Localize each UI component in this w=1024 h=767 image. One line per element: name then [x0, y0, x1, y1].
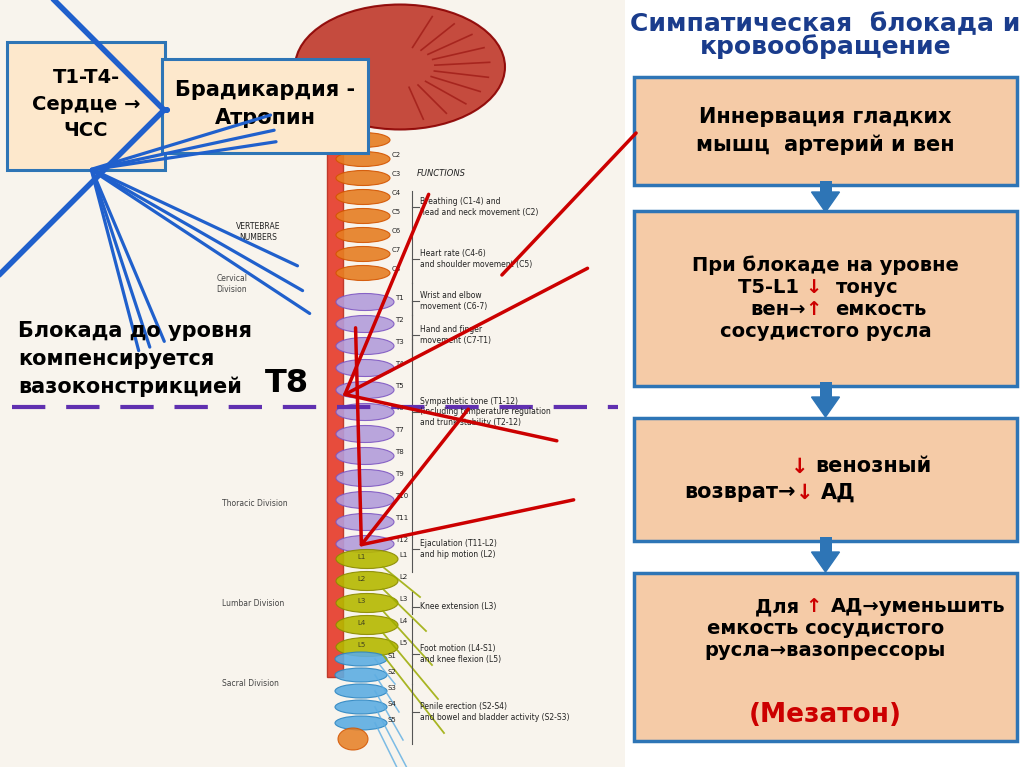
Text: Breathing (C1-4) and
head and neck movement (C2): Breathing (C1-4) and head and neck movem…: [420, 197, 539, 217]
Text: T11: T11: [395, 515, 409, 521]
Text: Ejaculation (T11-L2)
and hip motion (L2): Ejaculation (T11-L2) and hip motion (L2): [420, 539, 497, 558]
Text: емкость: емкость: [836, 300, 927, 319]
Ellipse shape: [336, 381, 394, 399]
Ellipse shape: [336, 513, 394, 531]
Text: L4: L4: [357, 620, 366, 626]
Ellipse shape: [336, 294, 394, 311]
Ellipse shape: [336, 265, 390, 281]
Text: T9: T9: [395, 471, 403, 477]
FancyBboxPatch shape: [0, 0, 625, 767]
Text: Блокада до уровня
компенсируется
вазоконстрикцией: Блокада до уровня компенсируется вазокон…: [18, 321, 252, 397]
Text: ↑: ↑: [806, 300, 822, 319]
Text: Foot motion (L4-S1)
and knee flexion (L5): Foot motion (L4-S1) and knee flexion (L5…: [420, 644, 501, 663]
Text: L3: L3: [357, 598, 366, 604]
Text: Cervical
Division: Cervical Division: [216, 275, 248, 294]
Text: T8: T8: [265, 368, 309, 400]
Text: Sympathetic tone (T1-12)
(including temperature regulation
and trunk stability (: Sympathetic tone (T1-12) (including temp…: [420, 397, 551, 427]
Text: T2: T2: [395, 317, 403, 323]
FancyBboxPatch shape: [634, 77, 1017, 185]
Text: возврат→: возврат→: [684, 482, 796, 502]
FancyBboxPatch shape: [7, 42, 165, 170]
Text: T7: T7: [395, 427, 403, 433]
Ellipse shape: [336, 337, 394, 354]
Ellipse shape: [336, 492, 394, 509]
Text: C4: C4: [392, 190, 401, 196]
Ellipse shape: [335, 716, 387, 730]
Bar: [819, 537, 831, 552]
Text: T5: T5: [395, 383, 403, 389]
Ellipse shape: [336, 469, 394, 486]
Bar: [819, 382, 831, 397]
Text: Heart rate (C4-6)
and shoulder movement (C5): Heart rate (C4-6) and shoulder movement …: [420, 249, 532, 268]
Bar: [327, 122, 343, 677]
Text: S4: S4: [387, 701, 395, 707]
Ellipse shape: [336, 447, 394, 465]
Text: русла→вазопрессоры: русла→вазопрессоры: [705, 641, 946, 660]
Text: C6: C6: [392, 228, 401, 234]
Text: S5: S5: [387, 717, 395, 723]
FancyBboxPatch shape: [634, 418, 1017, 541]
Text: ↑: ↑: [806, 597, 822, 617]
Ellipse shape: [336, 209, 390, 223]
Ellipse shape: [336, 403, 394, 420]
Text: Knee extension (L3): Knee extension (L3): [420, 603, 497, 611]
Text: T6: T6: [395, 405, 403, 411]
FancyBboxPatch shape: [634, 211, 1017, 386]
Text: L3: L3: [399, 596, 408, 602]
Bar: [819, 181, 831, 192]
Ellipse shape: [335, 668, 387, 682]
Text: T1-T4-
Сердце →
ЧСС: T1-T4- Сердце → ЧСС: [32, 68, 140, 140]
Ellipse shape: [295, 5, 505, 130]
Text: L5: L5: [357, 642, 366, 648]
Text: C7: C7: [392, 247, 401, 253]
Text: венозный: венозный: [815, 456, 932, 476]
Ellipse shape: [336, 637, 398, 657]
Text: L4: L4: [399, 618, 408, 624]
Text: Thoracic Division: Thoracic Division: [222, 499, 288, 509]
Text: L1: L1: [357, 554, 366, 560]
Ellipse shape: [335, 700, 387, 714]
Text: Wrist and elbow
movement (C6-7): Wrist and elbow movement (C6-7): [420, 291, 487, 311]
Text: S2: S2: [387, 669, 395, 675]
Ellipse shape: [338, 728, 368, 750]
Text: S1: S1: [387, 653, 396, 659]
Text: Иннервация гладких
мышц  артерий и вен: Иннервация гладких мышц артерий и вен: [696, 107, 954, 155]
Text: S3: S3: [387, 685, 396, 691]
Text: Симпатическая  блокада и: Симпатическая блокада и: [631, 12, 1021, 36]
Ellipse shape: [335, 652, 387, 666]
Text: емкость сосудистого: емкость сосудистого: [707, 620, 944, 638]
Text: ↓: ↓: [806, 278, 822, 297]
Ellipse shape: [336, 246, 390, 262]
Text: L2: L2: [357, 576, 366, 582]
Text: FUNCTIONS: FUNCTIONS: [417, 170, 466, 179]
Text: Брадикардия -
Атропин: Брадикардия - Атропин: [175, 80, 355, 128]
Text: Penile erection (S2-S4)
and bowel and bladder activity (S2-S3): Penile erection (S2-S4) and bowel and bl…: [420, 703, 569, 722]
Text: вен→: вен→: [750, 300, 806, 319]
Text: C2: C2: [392, 152, 401, 158]
Text: Для: Для: [755, 597, 806, 617]
Text: ↓: ↓: [796, 482, 813, 502]
Ellipse shape: [336, 535, 394, 552]
Text: T8: T8: [395, 449, 403, 455]
Text: C5: C5: [392, 209, 401, 215]
Text: ↓: ↓: [791, 456, 815, 476]
Text: (Мезатон): (Мезатон): [749, 702, 902, 728]
Text: C8: C8: [392, 266, 401, 272]
Text: T5-L1: T5-L1: [737, 278, 806, 297]
Polygon shape: [811, 397, 840, 417]
Text: L1: L1: [399, 552, 408, 558]
Text: T3: T3: [395, 339, 403, 345]
Ellipse shape: [336, 315, 394, 333]
Text: L2: L2: [399, 574, 408, 580]
Text: VERTEBRAE
NUMBERS: VERTEBRAE NUMBERS: [236, 222, 281, 242]
Ellipse shape: [336, 360, 394, 377]
Text: сосудистого русла: сосудистого русла: [720, 322, 931, 341]
Text: Lumbar Division: Lumbar Division: [222, 600, 285, 608]
Text: кровообращение: кровообращение: [699, 35, 951, 59]
Text: T12: T12: [395, 537, 409, 543]
Text: При блокаде на уровне: При блокаде на уровне: [692, 255, 958, 275]
Text: АД→уменьшить: АД→уменьшить: [830, 597, 1006, 617]
FancyBboxPatch shape: [162, 59, 368, 153]
Ellipse shape: [336, 615, 398, 634]
Text: тонус: тонус: [836, 278, 898, 297]
